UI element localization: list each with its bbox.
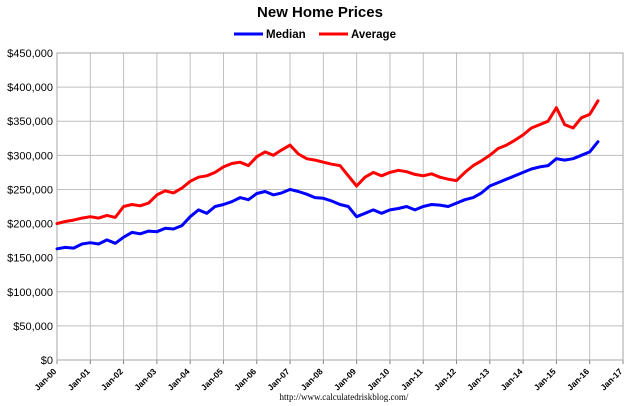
x-tick-label: Jan-14 [498, 366, 524, 392]
x-tick-label: Jan-09 [332, 366, 358, 392]
y-tick-label: $250,000 [7, 184, 53, 196]
x-tick-label: Jan-16 [565, 366, 591, 392]
x-axis-ticks: Jan-00 Jan-01 Jan-02 Jan-03 Jan-04 Jan-05 Jan-… [32, 366, 624, 392]
x-tick-label: Jan-17 [598, 366, 624, 392]
x-tick-label: Jan-13 [465, 366, 491, 392]
y-tick-label: $0 [41, 355, 53, 367]
legend: Median Average [234, 29, 396, 41]
y-tick-label: $200,000 [7, 219, 53, 231]
gridlines [56, 52, 624, 364]
y-tick-label: $450,000 [7, 48, 53, 60]
x-tick-label: Jan-08 [299, 366, 325, 392]
x-tick-label: Jan-02 [99, 366, 125, 392]
x-tick-label: Jan-10 [365, 366, 391, 392]
x-tick-label: Jan-00 [32, 366, 58, 392]
series-line-median [55, 140, 600, 251]
x-tick-label: Jan-12 [432, 366, 458, 392]
x-tick-label: Jan-07 [265, 366, 291, 392]
y-tick-label: $50,000 [13, 321, 53, 333]
y-tick-label: $100,000 [7, 287, 53, 299]
x-tick-label: Jan-06 [232, 366, 258, 392]
x-tick-label: Jan-11 [399, 366, 425, 392]
source-credit: http://www.calculatedriskblog.com/ [280, 392, 409, 402]
y-tick-label: $150,000 [7, 253, 53, 265]
legend-label-average: Average [351, 29, 396, 41]
x-tick-label: Jan-15 [532, 366, 558, 392]
x-tick-label: Jan-01 [66, 366, 92, 392]
y-axis-ticks: $0 $50,000 $100,000 $150,000 $200,000 $250,00… [7, 48, 53, 367]
plot-area [56, 52, 624, 361]
y-tick-label: $350,000 [7, 116, 53, 128]
y-tick-label: $400,000 [7, 82, 53, 94]
x-tick-label: Jan-04 [165, 366, 191, 392]
legend-label-median: Median [266, 29, 306, 41]
chart-title: New Home Prices [257, 4, 383, 21]
series-lines [55, 99, 600, 251]
y-tick-label: $300,000 [7, 150, 53, 162]
x-tick-label: Jan-03 [132, 366, 158, 392]
x-tick-label: Jan-05 [199, 366, 225, 392]
series-line-average [55, 99, 600, 226]
